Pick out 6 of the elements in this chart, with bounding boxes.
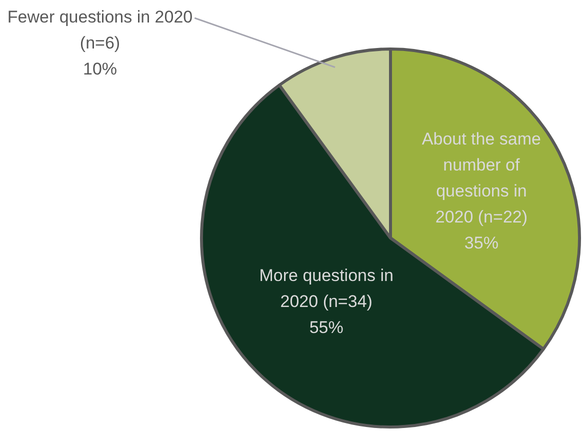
data-label: 55% <box>309 318 344 337</box>
slice-label: More questions in 2020 (n=34) <box>259 266 394 311</box>
data-label: 10% <box>82 60 118 79</box>
data-label: 35% <box>464 233 498 252</box>
slice-label: About the same number of questions in 2020 (n=22) <box>422 129 541 226</box>
slice-label: Fewer questions in 2020 (n=6) <box>7 8 193 53</box>
